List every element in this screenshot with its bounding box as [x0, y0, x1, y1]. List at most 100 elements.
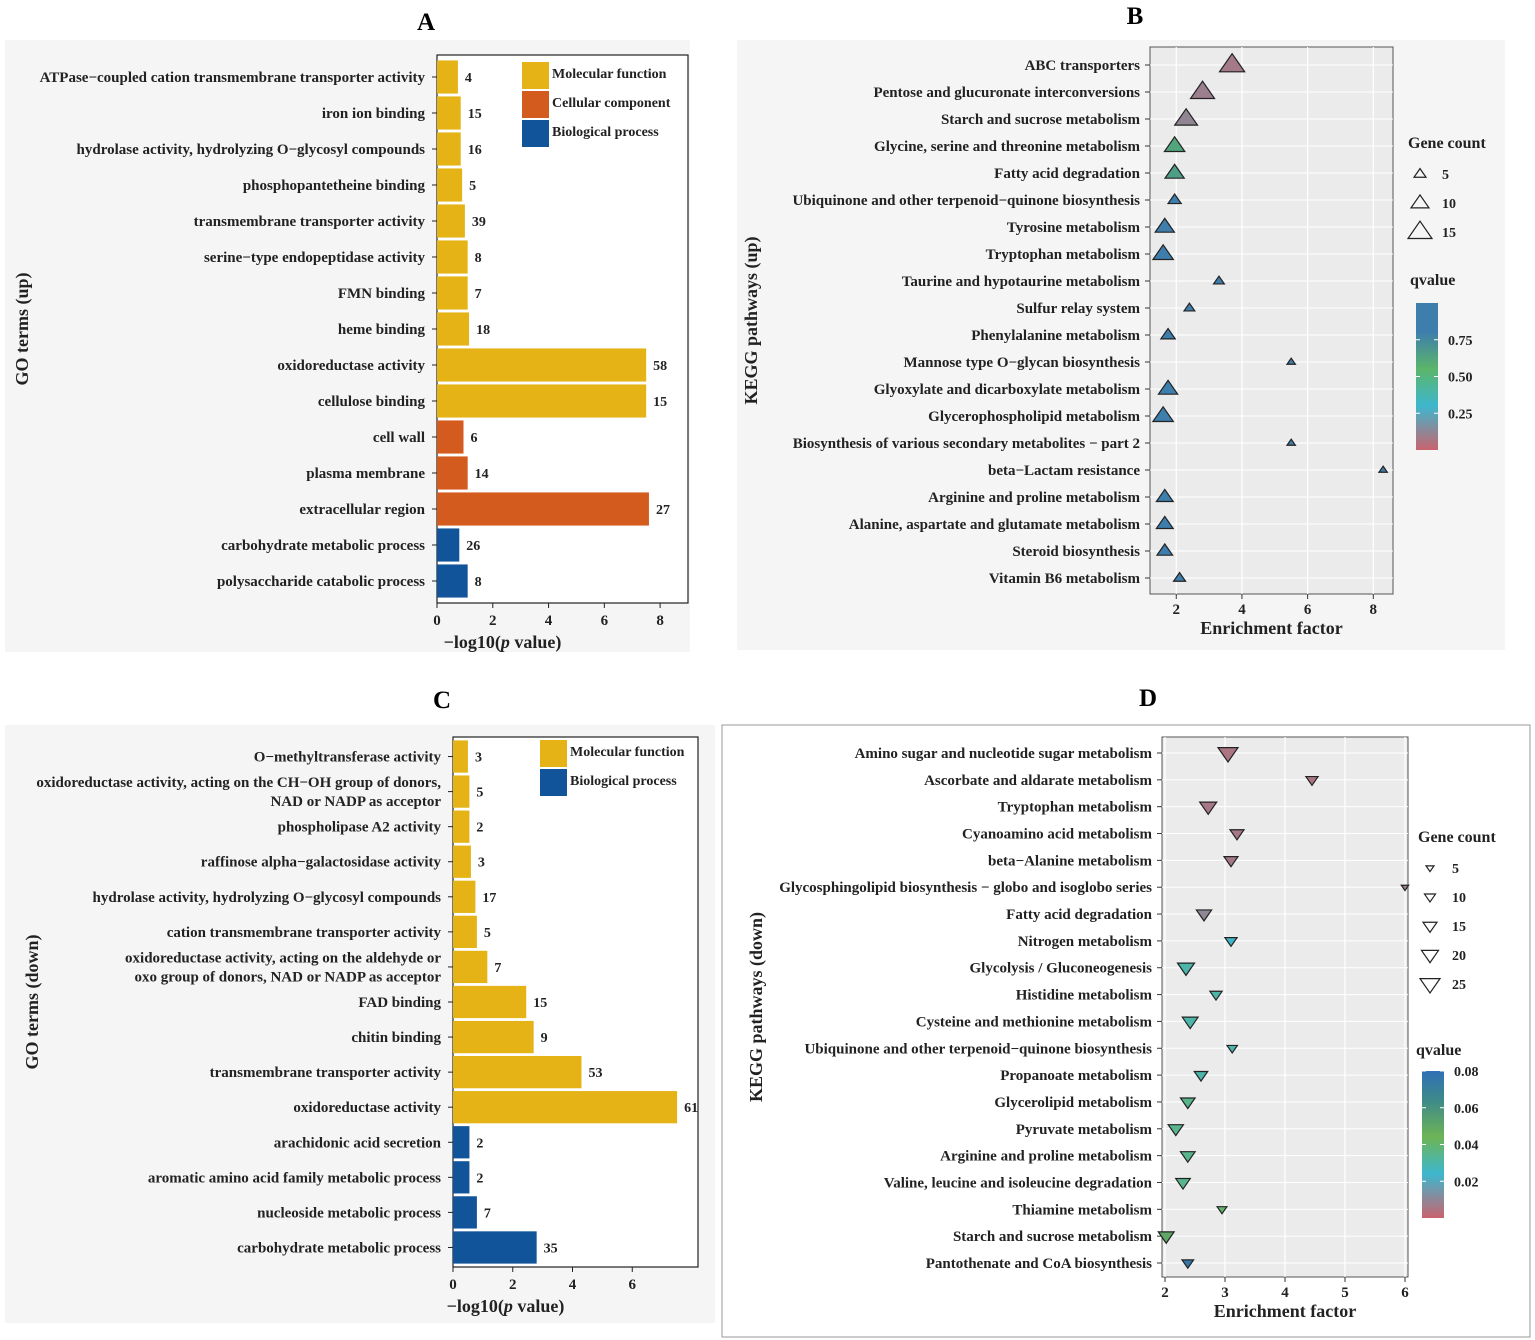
x-axis-title-italic: p — [499, 632, 510, 652]
panel-label-d: D — [1139, 685, 1157, 712]
x-tick-label: 0 — [433, 613, 441, 629]
bar — [453, 740, 468, 773]
panel-label-c: C — [433, 687, 451, 714]
x-tick-label: 0 — [449, 1277, 457, 1293]
size-legend-triangle — [1406, 220, 1434, 240]
bar-category-label: FAD binding — [358, 995, 441, 1011]
pathway-label: ABC transporters — [1025, 58, 1141, 74]
bar-count-label: 7 — [484, 1206, 491, 1221]
pathway-point — [1216, 746, 1240, 764]
bar — [453, 1020, 534, 1054]
pathway-point — [1222, 855, 1240, 868]
bar-category-label: polysaccharide catabolic process — [217, 574, 425, 590]
pathway-label: Phenylalanine metabolism — [971, 328, 1140, 344]
pathway-label: Tyrosine metabolism — [1007, 220, 1141, 236]
bar-category-label: extracellular region — [299, 502, 425, 518]
pathway-label: Starch and sucrose metabolism — [941, 112, 1141, 128]
bar-count-label: 3 — [478, 856, 485, 871]
pathway-point — [1155, 542, 1174, 556]
pathway-point — [1163, 163, 1186, 179]
size-legend-label: 10 — [1442, 197, 1456, 212]
pathway-point — [1377, 465, 1389, 473]
bar-category-label: raffinose alpha−galactosidase activity — [201, 855, 442, 871]
pathway-point — [1208, 990, 1224, 1002]
bar — [453, 880, 476, 913]
legend-label: Cellular component — [552, 96, 671, 111]
bar — [437, 168, 463, 202]
pathway-point — [1195, 909, 1213, 922]
x-tick-label: 8 — [1370, 602, 1378, 618]
bar-category-label: FMN binding — [338, 286, 426, 302]
pathway-point — [1174, 1177, 1192, 1191]
legend-label: Molecular function — [570, 745, 685, 760]
pathway-point — [1228, 829, 1246, 841]
bar — [453, 950, 488, 984]
size-legend-label: 15 — [1442, 226, 1456, 241]
size-legend-label: 5 — [1442, 168, 1449, 183]
bar-category-label: oxidoreductase activity — [293, 1100, 441, 1116]
bar-category-label: heme binding — [338, 322, 426, 338]
x-tick-label: 4 — [569, 1277, 577, 1293]
bar-category-label: oxidoreductase activity, acting on the C… — [36, 775, 441, 791]
pathway-point — [1285, 357, 1297, 365]
x-tick-label: 2 — [1161, 1285, 1169, 1301]
bar-category-label: transmembrane transporter activity — [194, 214, 426, 230]
plot-area — [1149, 46, 1394, 595]
x-axis-title: Enrichment factor — [1214, 1301, 1356, 1321]
x-tick-label: 6 — [601, 613, 609, 629]
bar — [453, 1091, 678, 1124]
pathway-point — [1166, 193, 1183, 205]
x-axis-title-prefix: −log10( — [447, 1296, 504, 1317]
y-axis-title: GO terms (up) — [12, 273, 33, 386]
size-legend-triangle — [1420, 949, 1440, 964]
x-axis-title: −log10(p value) — [447, 1296, 565, 1317]
bar — [437, 492, 649, 526]
pathway-label: Ubiquinone and other terpenoid−quinone b… — [792, 193, 1140, 209]
x-tick-label: 5 — [1341, 1285, 1349, 1301]
pathway-label: Arginine and proline metabolism — [928, 490, 1140, 506]
bar-category-label: nucleoside metabolic process — [257, 1205, 441, 1221]
bar — [437, 204, 465, 238]
bar-count-label: 8 — [475, 251, 482, 266]
bar-category-label: cation transmembrane transporter activit… — [167, 925, 442, 941]
bar-count-label: 27 — [656, 503, 670, 518]
pathway-label: Fatty acid degradation — [994, 166, 1140, 182]
pathway-label: Glycolysis / Gluconeogenesis — [969, 961, 1152, 977]
bar-count-label: 26 — [466, 539, 480, 554]
bar-count-label: 4 — [465, 71, 472, 86]
pathway-label: Mannose type O−glycan biosynthesis — [904, 355, 1141, 371]
bar-category-label: NAD or NADP as acceptor — [270, 794, 441, 810]
size-legend-label: 25 — [1452, 978, 1466, 993]
bar-category-label: serine−type endopeptidase activity — [204, 250, 426, 266]
size-legend-label: 15 — [1452, 920, 1466, 935]
bar-count-label: 7 — [475, 287, 482, 302]
legend-swatch — [522, 62, 549, 89]
bar-category-label: O−methyltransferase activity — [254, 750, 442, 766]
bar — [453, 1231, 537, 1264]
x-tick-label: 4 — [1238, 602, 1246, 618]
pathway-label: Amino sugar and nucleotide sugar metabol… — [855, 746, 1153, 762]
size-legend-label: 10 — [1452, 891, 1466, 906]
bar-count-label: 39 — [472, 215, 486, 230]
bar — [437, 420, 464, 454]
x-tick-label: 2 — [509, 1277, 517, 1293]
bar-category-label: plasma membrane — [306, 466, 425, 482]
color-legend-title: qvalue — [1410, 272, 1455, 289]
size-legend-triangle — [1421, 921, 1439, 934]
pathway-label: Sulfur relay system — [1016, 301, 1140, 317]
size-legend-triangle — [1412, 167, 1428, 178]
pathway-point — [1285, 438, 1297, 446]
bar-category-label: oxidoreductase activity, acting on the a… — [125, 950, 441, 966]
pathway-label: Glycerophospholipid metabolism — [928, 409, 1140, 425]
x-tick-label: 8 — [656, 613, 664, 629]
pathway-point — [1155, 515, 1175, 530]
bar-category-label: phospholipase A2 activity — [278, 820, 442, 836]
go-down-bar-chart: O−methyltransferase activity 3 oxidoreduct… — [22, 736, 699, 1317]
color-legend-label: 0.08 — [1454, 1065, 1479, 1080]
legend-label: Biological process — [570, 774, 677, 789]
pathway-label: Tryptophan metabolism — [986, 247, 1141, 263]
bar — [437, 384, 647, 418]
bar — [437, 276, 468, 310]
legend-swatch — [540, 769, 567, 796]
bar-count-label: 5 — [469, 179, 476, 194]
